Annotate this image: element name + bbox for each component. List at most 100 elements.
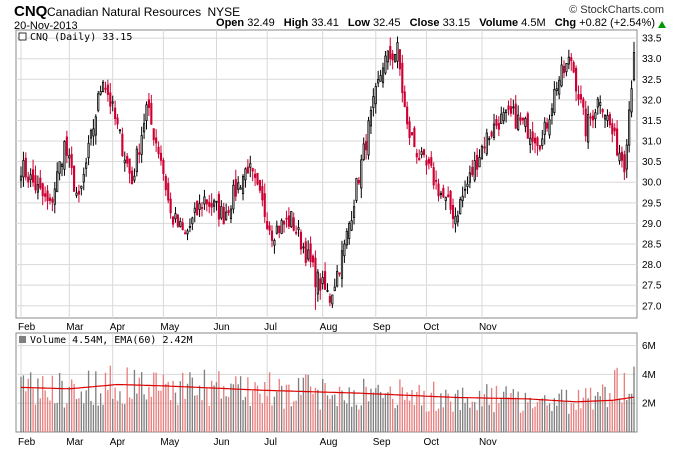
price-x-tick-label: Oct bbox=[423, 322, 439, 333]
candle-body bbox=[396, 42, 399, 62]
candle-body bbox=[333, 286, 336, 292]
volume-bar bbox=[577, 389, 580, 432]
candle-body bbox=[104, 87, 107, 90]
candle-body bbox=[249, 163, 252, 168]
volume-bar bbox=[198, 385, 201, 432]
candle-body bbox=[217, 193, 220, 220]
volume-bar bbox=[25, 391, 27, 432]
candle-body bbox=[418, 157, 421, 161]
candle-body bbox=[562, 65, 566, 74]
volume-bar bbox=[599, 396, 601, 432]
volume-tick-label: 2M bbox=[642, 399, 656, 410]
candle-body bbox=[239, 187, 242, 190]
candle-body bbox=[521, 117, 525, 121]
candle-body bbox=[176, 214, 179, 227]
volume-bar bbox=[276, 391, 278, 432]
candle-body bbox=[437, 183, 440, 197]
candle-body bbox=[297, 227, 300, 231]
candle-body bbox=[587, 114, 590, 143]
candle-body bbox=[512, 106, 515, 109]
change-label: Chg bbox=[554, 17, 577, 29]
candle-body bbox=[381, 67, 385, 84]
candle-body bbox=[282, 221, 286, 225]
candle-body bbox=[229, 208, 233, 219]
candle-body bbox=[85, 162, 88, 169]
volume-bar bbox=[505, 386, 507, 432]
volume-bar bbox=[633, 366, 635, 432]
candle-body bbox=[628, 109, 631, 146]
candle-body bbox=[350, 220, 353, 231]
volume-bar bbox=[309, 386, 312, 432]
volume-bar bbox=[273, 396, 276, 432]
volume-bar bbox=[488, 404, 490, 432]
price-tick-label: 28.5 bbox=[642, 240, 662, 251]
candle-body bbox=[430, 157, 433, 166]
volume-bar bbox=[404, 399, 406, 432]
candle-body bbox=[302, 246, 305, 249]
candle-body bbox=[241, 176, 245, 194]
volume-bar bbox=[568, 413, 570, 432]
volume-bar bbox=[83, 403, 85, 432]
candle-body bbox=[181, 222, 184, 230]
price-tick-label: 31.0 bbox=[642, 137, 662, 148]
candle-body bbox=[65, 136, 68, 156]
volume-bar bbox=[536, 402, 539, 432]
candle-body bbox=[278, 225, 281, 233]
candle-body bbox=[447, 194, 450, 198]
candle-body bbox=[326, 290, 329, 292]
volume-bar bbox=[423, 390, 425, 432]
volume-bar bbox=[61, 380, 63, 432]
volume-bar bbox=[215, 382, 218, 432]
candle-body bbox=[529, 137, 532, 145]
candle-body bbox=[413, 127, 416, 148]
ema-line bbox=[20, 383, 635, 403]
volume-bar bbox=[466, 397, 469, 432]
volume-bar bbox=[208, 405, 210, 432]
candle-body bbox=[123, 159, 126, 164]
volume-bar bbox=[408, 400, 411, 432]
volume-bar bbox=[237, 384, 239, 432]
volume-bar bbox=[51, 375, 54, 432]
candle-body bbox=[463, 188, 467, 191]
candle-body bbox=[456, 215, 459, 223]
candle-body bbox=[623, 154, 626, 173]
volume-bar bbox=[278, 378, 280, 432]
volume-bar bbox=[406, 392, 408, 432]
volume-bar bbox=[558, 393, 560, 432]
volume-bar bbox=[556, 405, 558, 432]
candle-body bbox=[237, 182, 240, 190]
candle-body bbox=[167, 183, 170, 201]
candle-body bbox=[106, 84, 109, 95]
candle-body bbox=[118, 129, 122, 132]
candle-body bbox=[268, 225, 271, 231]
price-legend-text: CNQ (Daily) 33.15 bbox=[30, 32, 132, 43]
candle-body bbox=[133, 175, 136, 181]
candle-body bbox=[44, 193, 47, 197]
brand-logo: © StockCharts.com bbox=[569, 4, 664, 16]
volume-bar bbox=[490, 387, 493, 432]
volume-bar bbox=[452, 411, 454, 432]
candle-body bbox=[439, 192, 442, 196]
volume-bar bbox=[493, 412, 495, 432]
volume-bar bbox=[302, 377, 305, 432]
candle-body bbox=[126, 155, 129, 164]
candle-body bbox=[401, 62, 404, 94]
candle-body bbox=[208, 201, 211, 207]
candle-body bbox=[500, 113, 503, 124]
price-tick-label: 32.5 bbox=[642, 75, 662, 86]
volume-bar bbox=[498, 403, 500, 432]
candle-body bbox=[159, 152, 163, 161]
candle-body bbox=[109, 92, 112, 107]
volume-bar bbox=[194, 395, 196, 432]
volume-bar bbox=[109, 365, 111, 432]
candle-body bbox=[611, 123, 614, 135]
price-tick-label: 29.0 bbox=[642, 219, 662, 230]
volume-bar bbox=[592, 409, 594, 432]
candle-body bbox=[485, 132, 488, 155]
candle-body bbox=[314, 257, 317, 288]
volume-bar bbox=[481, 406, 483, 432]
price-tick-label: 30.0 bbox=[642, 178, 662, 189]
volume-bar bbox=[73, 383, 75, 432]
candle-body bbox=[589, 116, 592, 119]
candle-body bbox=[601, 109, 604, 113]
